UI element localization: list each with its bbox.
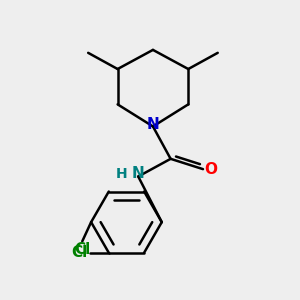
Text: N: N: [132, 166, 145, 181]
Text: N: N: [147, 118, 159, 133]
Text: Cl: Cl: [71, 245, 88, 260]
Text: H: H: [116, 167, 128, 181]
Text: O: O: [205, 162, 218, 177]
Text: Cl: Cl: [74, 242, 90, 257]
